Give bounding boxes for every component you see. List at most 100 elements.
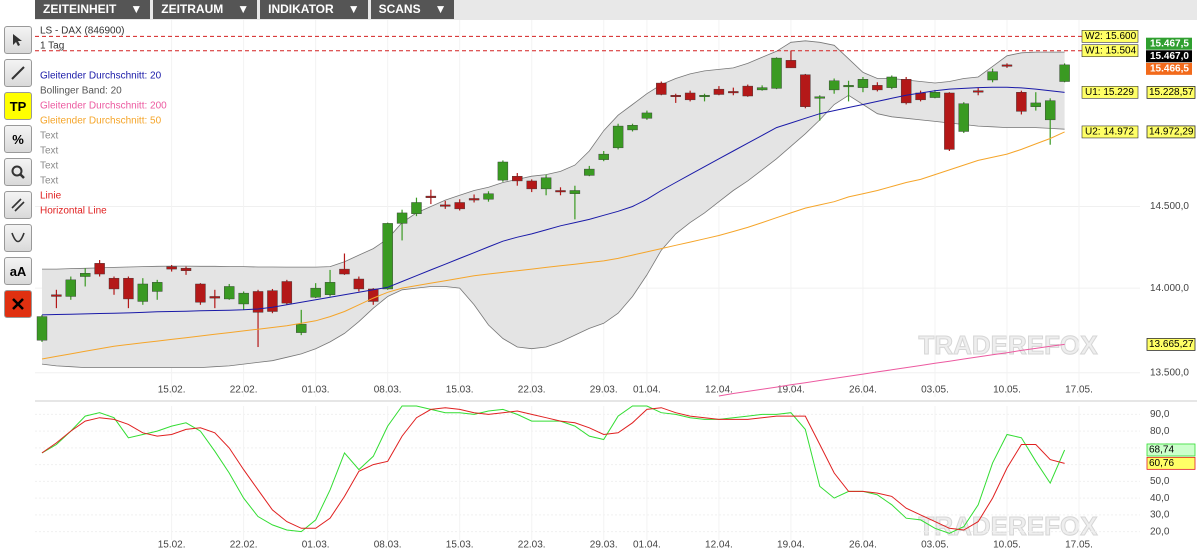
x-tick-label: 01.04.	[633, 385, 661, 396]
series-line	[718, 343, 1065, 397]
candle-body	[497, 161, 509, 181]
candle-body	[785, 60, 797, 69]
value-label-box	[1146, 443, 1196, 457]
x-tick-label: 19.04.	[777, 540, 805, 550]
candle-body	[324, 282, 336, 295]
tool-label: %	[12, 131, 24, 147]
candle-body	[468, 198, 480, 201]
band-lower	[41, 94, 1065, 368]
candle-body	[843, 85, 854, 88]
chart-title: LS - DAX (846900)	[40, 26, 125, 37]
candle-body	[166, 266, 177, 270]
candle-body	[713, 88, 725, 95]
candle-body	[641, 112, 653, 119]
x-tick-label: 15.02.	[158, 385, 186, 396]
x-tick-label: 01.04.	[633, 540, 661, 550]
x-tick-label: 01.03.	[302, 385, 330, 396]
candle-body	[800, 74, 811, 107]
cursor-tool[interactable]	[4, 26, 32, 54]
candle-body	[51, 294, 62, 297]
y-tick-label: 40,0	[1150, 493, 1170, 504]
channel-tool[interactable]	[4, 191, 32, 219]
candle-body	[411, 202, 422, 214]
value-label: 15.228,57	[1149, 87, 1194, 98]
candle-body	[684, 92, 696, 101]
candle-body	[382, 223, 393, 290]
x-tick-label: 22.03.	[518, 540, 546, 550]
curve-tool[interactable]	[4, 224, 32, 252]
delete-tool[interactable]	[4, 290, 32, 318]
candle-body	[36, 316, 48, 341]
quote-box	[1146, 37, 1192, 50]
quote-box	[1146, 62, 1192, 75]
y-tick-label: 13.500,0	[1150, 367, 1189, 378]
y-tick-label: 80,0	[1150, 426, 1170, 437]
quote-label: 15.467,5	[1150, 38, 1189, 49]
tp-tool[interactable]: TP	[4, 92, 32, 120]
candle-body	[180, 268, 192, 271]
legend-entry: Text	[40, 176, 59, 187]
series-line	[41, 86, 1065, 316]
percent-tool[interactable]: %	[4, 125, 32, 153]
candle-body	[1016, 91, 1027, 112]
candle-body	[281, 281, 293, 304]
legend-entry: Linie	[40, 191, 62, 202]
menu-button[interactable]: INDIKATOR ▼	[260, 0, 368, 19]
menu-button[interactable]: ZEITRAUM ▼	[153, 0, 258, 19]
level-label: U2: 14.972	[1085, 127, 1134, 138]
level-label-box	[1081, 125, 1139, 139]
quote-label: 15.467,0	[1150, 51, 1189, 62]
zoom-tool[interactable]	[4, 158, 32, 186]
text-tool[interactable]: aA	[4, 257, 32, 285]
level-label-box	[1081, 86, 1139, 99]
watermark: TRADEREFOX	[918, 330, 1098, 360]
menu-label: INDIKATOR	[268, 2, 334, 16]
menu-label: SCANS	[378, 2, 421, 16]
candle-body	[584, 168, 595, 176]
x-tick-label: 03.05.	[921, 540, 949, 550]
legend-entry: Text	[40, 131, 59, 142]
x-tick-label: 12.04.	[705, 540, 733, 550]
value-label-box	[1146, 125, 1196, 139]
menu-label: ZEITRAUM	[161, 2, 224, 16]
quote-label: 15.466,5	[1150, 63, 1189, 74]
candle-body	[555, 190, 566, 193]
candle-body	[396, 212, 408, 224]
legend-entry: Gleitender Durchschnitt: 200	[40, 101, 167, 112]
candle-body	[1044, 100, 1056, 121]
toolbar: TP % aA	[4, 26, 32, 323]
chart-subtitle: 1 Tag	[40, 41, 64, 52]
x-tick-label: 08.03.	[374, 540, 402, 550]
x-tick-label: 22.02.	[230, 385, 258, 396]
menu-button[interactable]: ZEITEINHEIT ▼	[35, 0, 151, 19]
line-tool[interactable]	[4, 59, 32, 87]
candle-body	[80, 273, 91, 277]
value-label-box	[1146, 338, 1196, 351]
level-label-box	[1081, 44, 1139, 58]
candle-body	[958, 103, 969, 132]
candle-body	[1059, 64, 1070, 82]
candle-body	[540, 177, 552, 190]
level-label: W1: 15.504	[1085, 45, 1137, 56]
candle-body	[454, 202, 465, 210]
candle-body	[310, 287, 321, 298]
pane: TRADEREFOX20,030,040,050,060,070,080,090…	[35, 405, 1196, 550]
legend-entry: Text	[40, 146, 59, 157]
legend-entry: Text	[40, 161, 59, 172]
x-tick-label: 26.04.	[849, 385, 877, 396]
menu-button[interactable]: SCANS ▼	[370, 0, 455, 19]
menu-label: ZEITEINHEIT	[43, 2, 117, 16]
x-tick-label: 22.03.	[518, 385, 546, 396]
candle-body	[94, 263, 105, 275]
candle-body	[627, 125, 638, 131]
x-tick-label: 29.03.	[590, 385, 618, 396]
series-line	[41, 407, 1065, 531]
value-label: 60,76	[1149, 458, 1174, 469]
value-label-box	[1146, 456, 1196, 470]
candle-body	[756, 87, 768, 91]
candle-body	[929, 91, 941, 98]
candle-body	[828, 80, 840, 91]
candle-body	[944, 92, 955, 150]
x-tick-label: 17.05.	[1065, 540, 1093, 550]
